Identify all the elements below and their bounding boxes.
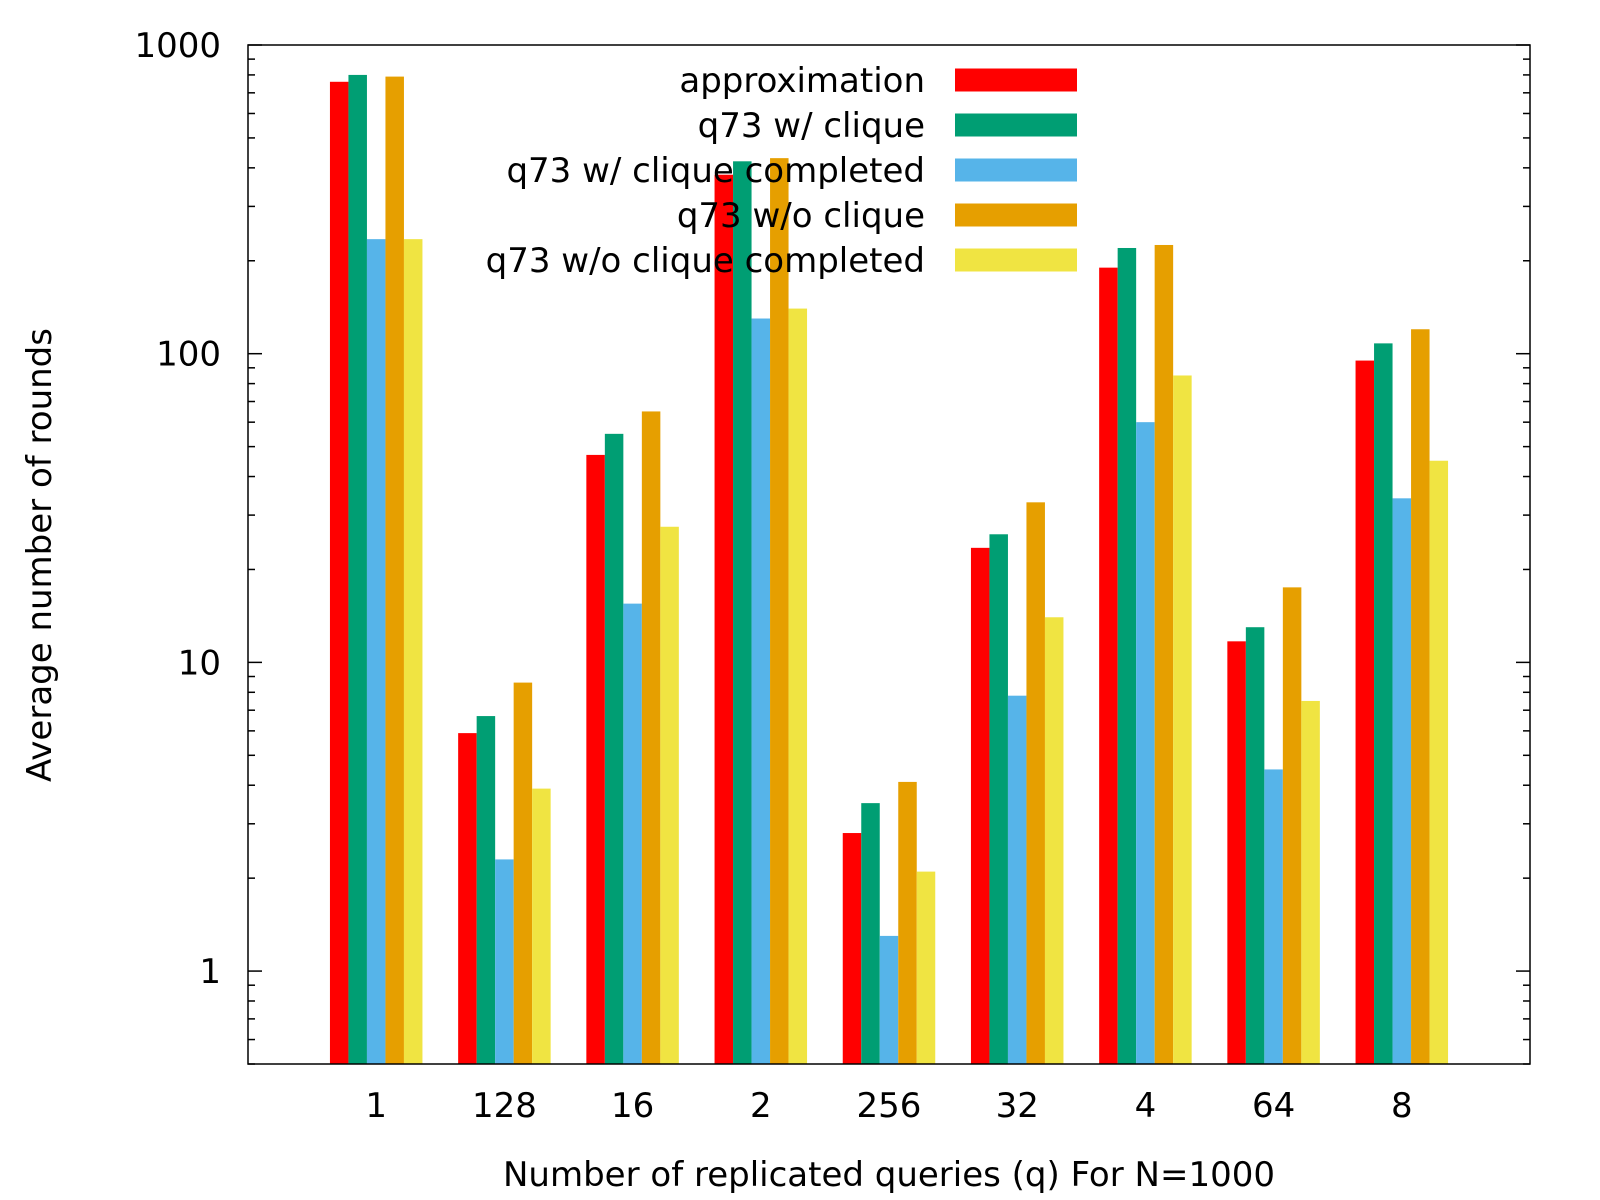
bar-4-q73-w-clique [1117,247,1137,1065]
x-tick-label: 64 [1252,1086,1295,1126]
bar-4-q73-w-o-clique-completed [1173,375,1192,1065]
x-tick-label: 8 [1391,1086,1413,1126]
bar-64-q73-w-clique [1245,627,1265,1064]
bar-64-q73-w-o-clique [1282,587,1302,1064]
legend-swatch [955,203,1077,227]
bars-layer [329,74,1449,1065]
y-axis: 1 10 100 1000 [134,26,1530,1065]
y-tick-label: 100 [156,335,221,375]
bar-128-approximation [458,733,477,1064]
bar-64-approximation [1227,641,1246,1064]
bar-8-approximation [1355,360,1375,1064]
bar-2-q73-w-clique-completed [751,318,771,1064]
x-tick-label: 4 [1135,1086,1157,1126]
x-tick-label: 128 [472,1086,537,1126]
bar-2-q73-w-o-clique-completed [788,308,808,1065]
y-tick-label: 1000 [134,26,221,66]
x-axis-title: Number of replicated queries (q) For N=1… [503,1155,1275,1195]
bar-256-q73-w-clique-completed [879,935,899,1064]
bar-16-approximation [586,454,605,1064]
y-tick-label: 1 [199,952,221,992]
bar-8-q73-w-o-clique [1411,329,1430,1064]
bar-2-q73-w-o-clique [770,158,789,1064]
x-tick-label: 1 [365,1086,387,1126]
bar-4-q73-w-clique-completed [1136,422,1155,1064]
legend-swatch [955,248,1077,272]
bar-32-q73-w-clique-completed [1007,695,1027,1064]
bar-8-q73-w-clique [1374,343,1393,1064]
bar-16-q73-w-clique [604,433,624,1065]
bar-1-q73-w-o-clique-completed [403,239,423,1064]
bar-32-q73-w-o-clique-completed [1044,617,1064,1064]
bar-256-q73-w-clique [861,803,880,1064]
x-axis: 1 128 16 2 256 32 4 64 8 [365,1086,1412,1126]
bar-256-approximation [842,833,862,1064]
bar-2-approximation [714,174,734,1065]
y-axis-title: Average number of rounds [20,328,60,782]
legend-swatch [955,113,1077,137]
bar-128-q73-w-o-clique [513,682,533,1064]
bar-128-q73-w-clique-completed [495,859,514,1064]
bar-1-q73-w-o-clique [385,76,404,1065]
legend-swatch [955,158,1077,182]
bar-64-q73-w-o-clique-completed [1301,700,1320,1064]
bar-256-q73-w-o-clique-completed [916,871,936,1064]
bar-16-q73-w-o-clique [641,411,661,1064]
legend-swatch [955,68,1077,92]
bar-16-q73-w-o-clique-completed [660,526,679,1064]
bar-64-q73-w-clique-completed [1264,769,1283,1064]
legend-label: approximation [679,61,925,101]
bar-32-q73-w-o-clique [1026,502,1045,1064]
bar-1-q73-w-clique [348,74,367,1065]
bar-1-approximation [329,81,349,1065]
plot-frame [247,44,1531,1065]
y-tick-label: 10 [178,643,221,683]
x-tick-label: 256 [857,1086,922,1126]
legend-label: q73 w/ clique completed [506,151,925,191]
bar-32-approximation [970,547,990,1064]
legend: approximation q73 w/ clique q73 w/ clique … [486,61,1077,281]
bar-128-q73-w-o-clique-completed [532,788,551,1064]
bar-4-q73-w-o-clique [1154,244,1174,1065]
bar-2-q73-w-clique [733,161,752,1065]
bar-1-q73-w-clique-completed [366,239,386,1064]
bar-8-q73-w-o-clique-completed [1429,460,1449,1064]
legend-label: q73 w/ clique [698,106,925,146]
legend-label: q73 w/o clique completed [486,241,925,281]
x-tick-label: 16 [611,1086,654,1126]
bar-8-q73-w-clique-completed [1392,498,1412,1064]
bar-4-approximation [1099,267,1118,1064]
bar-256-q73-w-o-clique [898,781,917,1064]
bar-16-q73-w-clique-completed [623,603,642,1064]
legend-label: q73 w/o clique [677,196,925,236]
x-tick-label: 2 [750,1086,772,1126]
bar-32-q73-w-clique [989,534,1008,1064]
x-tick-label: 32 [996,1086,1039,1126]
bar-128-q73-w-clique [476,716,496,1064]
